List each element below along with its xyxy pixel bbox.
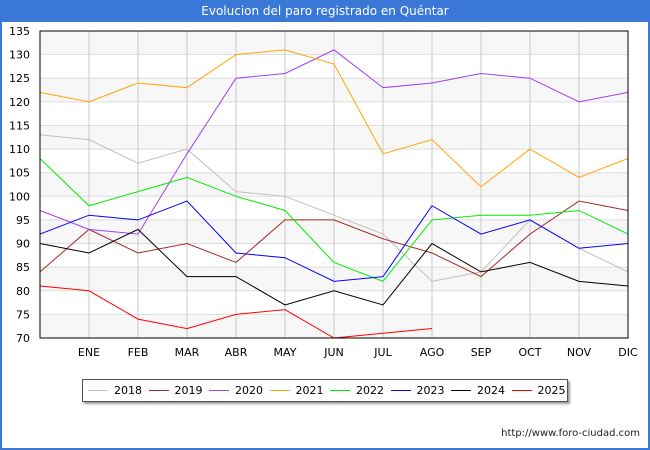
y-tick-label: 115 [9, 119, 30, 132]
legend-label: 2024 [477, 384, 505, 397]
legend-swatch [88, 390, 108, 391]
legend: 2018 2019 2020 2021 2022 2023 2024 2025 [82, 379, 568, 402]
x-tick-label: AGO [420, 346, 445, 359]
chart-title: Evolucion del paro registrado en Quéntar [0, 0, 650, 22]
legend-item-2018: 2018 [83, 384, 144, 397]
legend-swatch [148, 390, 169, 391]
y-tick-label: 120 [9, 96, 30, 109]
legend-swatch [330, 390, 350, 391]
legend-item-2025: 2025 [507, 384, 568, 397]
legend-swatch [390, 390, 411, 391]
legend-item-2020: 2020 [204, 384, 265, 397]
y-tick-label: 95 [16, 214, 30, 227]
x-tick-label: JUL [373, 346, 392, 359]
x-tick-label: JUN [323, 346, 344, 359]
source-url: http://www.foro-ciudad.com [501, 428, 640, 439]
legend-label: 2021 [295, 384, 324, 397]
x-tick-label: ABR [225, 346, 248, 359]
x-tick-label: ENE [78, 346, 100, 359]
x-tick-label: MAR [175, 346, 200, 359]
y-tick-label: 105 [9, 167, 30, 180]
legend-item-2021: 2021 [265, 384, 326, 397]
legend-item-2019: 2019 [144, 384, 205, 397]
x-tick-label: NOV [567, 346, 592, 359]
legend-swatch [511, 390, 532, 391]
y-tick-label: 70 [16, 332, 30, 345]
legend-label: 2022 [356, 384, 384, 397]
x-tick-label: DIC [618, 346, 638, 359]
y-tick-label: 90 [16, 238, 30, 251]
plot-border [39, 30, 629, 339]
x-tick-label: MAY [274, 346, 297, 359]
legend-label: 2020 [235, 384, 263, 397]
legend-label: 2025 [537, 384, 566, 397]
y-tick-label: 135 [9, 25, 30, 38]
x-tick-label: FEB [128, 346, 149, 359]
y-tick-label: 110 [9, 143, 30, 156]
legend-label: 2019 [174, 384, 203, 397]
x-tick-label: OCT [518, 346, 541, 359]
y-tick-label: 75 [16, 308, 30, 321]
legend-item-2022: 2022 [325, 384, 386, 397]
legend-swatch [451, 390, 471, 391]
y-tick-label: 125 [9, 72, 30, 85]
x-tick-label: SEP [471, 346, 492, 359]
y-tick-label: 130 [9, 49, 30, 62]
legend-swatch [269, 390, 290, 391]
y-tick-label: 85 [16, 261, 30, 274]
legend-item-2024: 2024 [446, 384, 507, 397]
legend-label: 2018 [114, 384, 142, 397]
legend-swatch [209, 390, 229, 391]
legend-item-2023: 2023 [386, 384, 447, 397]
chart-frame [0, 22, 650, 450]
y-tick-label: 80 [16, 285, 30, 298]
y-tick-label: 100 [9, 190, 30, 203]
legend-label: 2023 [416, 384, 445, 397]
